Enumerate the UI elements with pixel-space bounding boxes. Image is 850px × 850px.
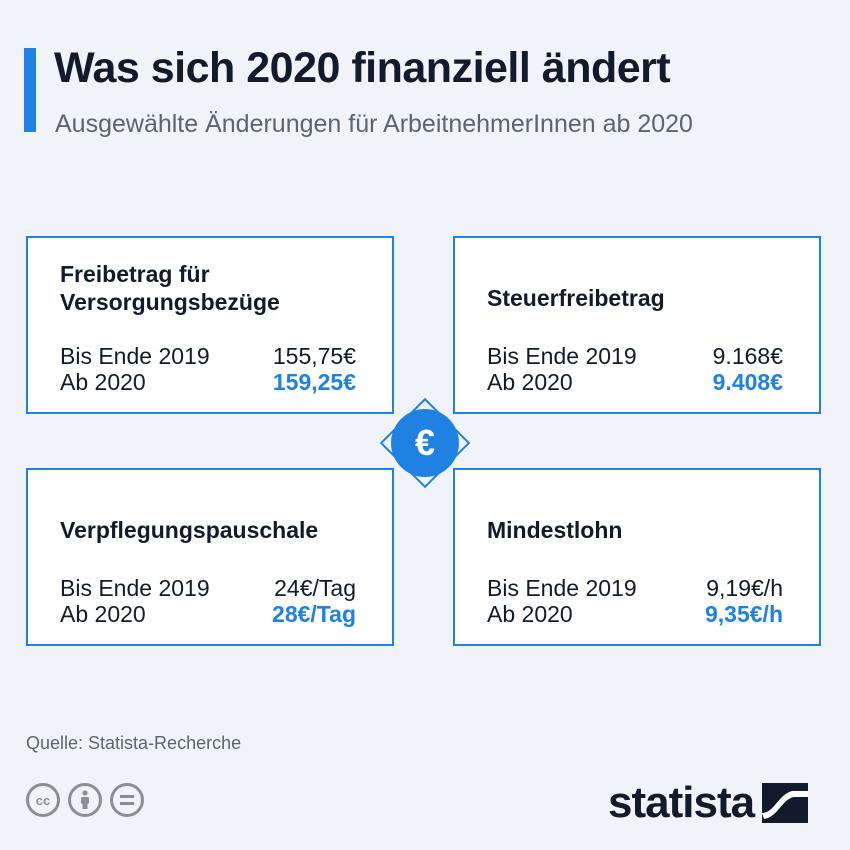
- by-icon[interactable]: [68, 783, 102, 817]
- row-label: Ab 2020: [487, 601, 573, 627]
- euro-icon: €: [391, 409, 459, 477]
- card-title: Steuerfreibetrag: [487, 285, 665, 311]
- card-title: Mindestlohn: [487, 517, 623, 543]
- card-title-line1: Freibetrag für: [60, 261, 210, 287]
- statista-logo[interactable]: statista: [608, 778, 809, 828]
- row-before: Bis Ende 2019 24€/Tag: [60, 574, 356, 602]
- row-value-new: 28€/Tag: [272, 601, 356, 627]
- card-freibetrag-versorgungsbezuege: Freibetrag für Versorgungsbezüge Bis End…: [26, 236, 394, 414]
- row-label: Bis Ende 2019: [60, 575, 210, 601]
- card-steuerfreibetrag: Steuerfreibetrag Bis Ende 2019 9.168€ Ab…: [453, 236, 821, 414]
- row-value-old: 9.168€: [712, 343, 783, 369]
- row-after: Ab 2020 28€/Tag: [60, 600, 356, 628]
- row-label: Bis Ende 2019: [487, 575, 637, 601]
- row-before: Bis Ende 2019 155,75€: [60, 342, 356, 370]
- license-icons: cc: [26, 783, 144, 817]
- logo-text: statista: [608, 778, 755, 827]
- card-title-line2: Versorgungsbezüge: [60, 289, 280, 315]
- nd-icon[interactable]: [110, 783, 144, 817]
- row-after: Ab 2020 9,35€/h: [487, 600, 783, 628]
- cc-icon[interactable]: cc: [26, 783, 60, 817]
- accent-bar: [24, 48, 36, 132]
- statista-logo-icon: [762, 783, 809, 823]
- row-after: Ab 2020 9.408€: [487, 368, 783, 396]
- row-label: Bis Ende 2019: [487, 343, 637, 369]
- row-value-new: 9,35€/h: [705, 601, 783, 627]
- card-title: Freibetrag für Versorgungsbezüge: [60, 260, 280, 316]
- row-label: Bis Ende 2019: [60, 343, 210, 369]
- row-value-old: 24€/Tag: [274, 575, 356, 601]
- row-value-new: 9.408€: [712, 369, 783, 395]
- row-label: Ab 2020: [60, 601, 146, 627]
- row-value-new: 159,25€: [272, 369, 356, 395]
- person-icon: [81, 790, 89, 809]
- source-note: Quelle: Statista-Recherche: [26, 733, 242, 753]
- page-subtitle: Ausgewählte Änderungen für ArbeitnehmerI…: [55, 110, 693, 138]
- row-value-old: 155,75€: [272, 343, 356, 369]
- row-value-old: 9,19€/h: [706, 575, 783, 601]
- equals-icon: [120, 795, 134, 805]
- row-label: Ab 2020: [487, 369, 573, 395]
- card-mindestlohn: Mindestlohn Bis Ende 2019 9,19€/h Ab 202…: [453, 468, 821, 646]
- card-title: Verpflegungspauschale: [60, 517, 319, 543]
- row-after: Ab 2020 159,25€: [60, 368, 356, 396]
- row-label: Ab 2020: [60, 369, 146, 395]
- row-before: Bis Ende 2019 9,19€/h: [487, 574, 783, 602]
- page-title: Was sich 2020 finanziell ändert: [54, 44, 671, 92]
- card-verpflegungspauschale: Verpflegungspauschale Bis Ende 2019 24€/…: [26, 468, 394, 646]
- row-before: Bis Ende 2019 9.168€: [487, 342, 783, 370]
